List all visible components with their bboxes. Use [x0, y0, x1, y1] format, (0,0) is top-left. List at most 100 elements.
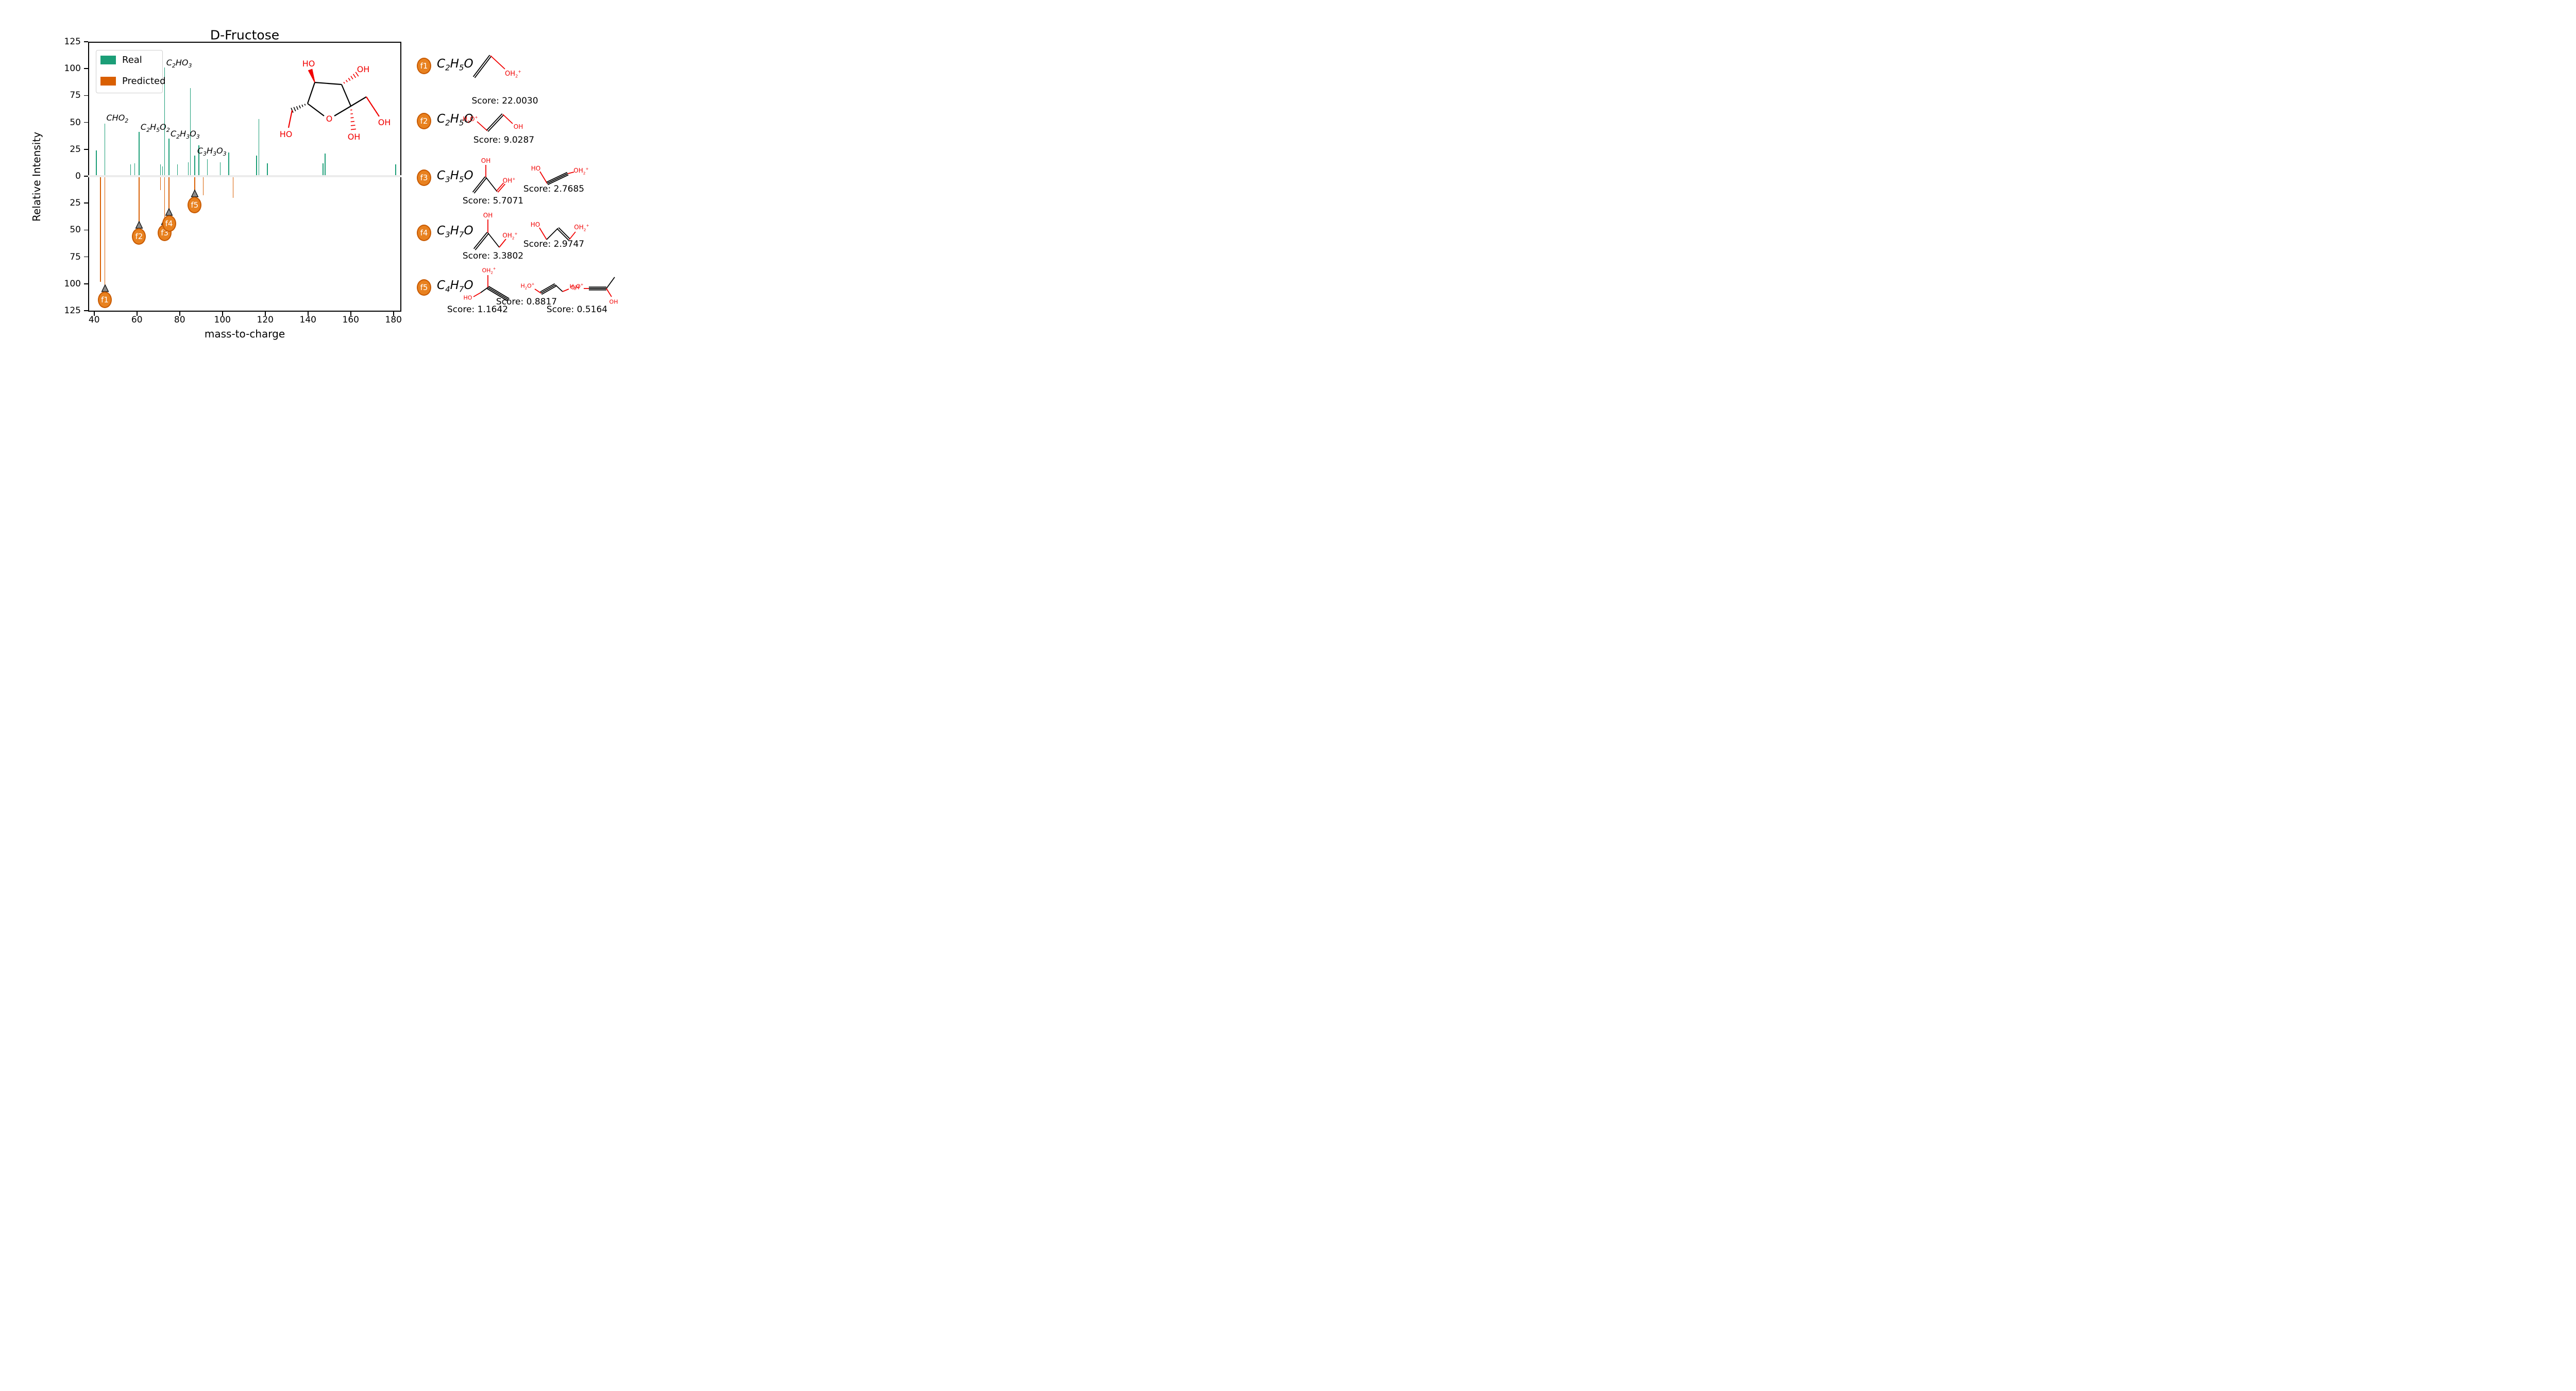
real-peak: [395, 164, 396, 175]
x-tick-label: 60: [131, 315, 143, 325]
atom-label: OH2+: [505, 69, 521, 79]
predicted-peak: [100, 177, 101, 282]
y-tick-mark: [84, 310, 88, 311]
atom-label: OH2+: [573, 166, 589, 176]
atom-label: O: [326, 114, 333, 124]
real-peak: [194, 156, 195, 175]
legend-item-real: Real: [100, 55, 142, 65]
peak-annotation: CHO2: [106, 112, 129, 124]
molecule-bonds: [472, 55, 505, 78]
y-tick-mark: [84, 202, 88, 203]
molecule-bonds: [287, 69, 380, 130]
predicted-peak: [194, 177, 195, 191]
y-tick-label: 125: [64, 306, 81, 316]
x-tick-mark: [179, 312, 180, 316]
fragment-list: f1 C2H5O OH2+ Score: 22.0030 f2 C2H5O H2O+ OH Sc…: [0, 0, 734, 348]
molecule-bonds: [584, 277, 615, 297]
real-peak: [256, 156, 257, 175]
real-peak: [190, 88, 191, 175]
molecule-bonds: [539, 227, 576, 241]
fragment-marker-f2: f2: [132, 228, 146, 245]
molecule-bonds: [473, 275, 510, 302]
y-tick-mark: [84, 149, 88, 150]
fragment-score-f3-1: Score: 5.7071: [462, 196, 524, 206]
real-peak: [267, 163, 268, 175]
fragment-formula-f4: C3H7O: [437, 224, 473, 240]
plot-title: D-Fructose: [210, 27, 280, 43]
real-peak: [177, 164, 178, 175]
fragment-formula-f2: C2H5O: [437, 112, 473, 128]
fragment-structure-f5-2: H2O+ OH: [520, 272, 581, 302]
atom-label: HO: [302, 59, 315, 69]
atom-label: H2O+: [569, 282, 584, 291]
molecule-bonds: [473, 219, 506, 250]
fragment-formula-f5: C4H7O: [437, 278, 473, 294]
atom-label: HO: [463, 294, 472, 301]
fragment-score-f4-2: Score: 2.9747: [523, 239, 585, 249]
fragment-score-f1-1: Score: 22.0030: [471, 96, 538, 106]
y-tick-label: 50: [70, 117, 81, 128]
predicted-peak: [164, 177, 165, 218]
atom-label: OH: [347, 132, 361, 142]
legend-item-predicted: Predicted: [100, 75, 166, 87]
atom-label: HO: [530, 221, 540, 228]
real-peak: [160, 164, 161, 175]
peak-annotation: C2H3O3: [171, 128, 200, 141]
y-tick-mark: [84, 41, 88, 42]
predicted-peak: [232, 177, 234, 198]
x-tick-mark: [393, 312, 394, 316]
legend-label-predicted: Predicted: [122, 75, 166, 87]
atom-label: OH: [357, 64, 370, 74]
x-tick-mark: [350, 312, 351, 316]
atom-label: OH+: [502, 176, 516, 184]
fragment-score-f3-2: Score: 2.7685: [523, 184, 585, 194]
real-peak: [188, 162, 189, 175]
x-tick-label: 80: [174, 315, 185, 325]
fragment-score-f4-1: Score: 3.3802: [462, 251, 524, 261]
x-tick-label: 40: [88, 315, 100, 325]
fragment-badge-f4: f4: [417, 225, 431, 241]
molecule-bonds: [477, 113, 513, 132]
fragment-score-f5-1: Score: 1.1642: [447, 304, 509, 315]
fragment-structure-f3-1: OH OH+: [466, 155, 518, 200]
x-tick-label: 160: [342, 315, 359, 325]
y-tick-mark: [84, 176, 88, 177]
atom-label: HO: [279, 129, 293, 139]
y-tick-mark: [84, 122, 88, 123]
x-axis-label: mass-to-charge: [204, 328, 285, 340]
spectrum-plot: 40 60 80 100 120 140 160 180 125 100 75 50 25 0 25 50 75…: [0, 0, 734, 348]
fragment-score-f2-1: Score: 9.0287: [473, 135, 535, 145]
fragment-badge-f2: f2: [417, 113, 431, 129]
real-peak: [325, 154, 326, 175]
y-tick-label: 100: [64, 278, 81, 289]
real-peak: [228, 152, 229, 175]
y-tick-label: 100: [64, 63, 81, 74]
real-peak: [104, 123, 106, 175]
legend-swatch-predicted: [100, 76, 116, 86]
peak-annotation: C3H3O3: [197, 146, 227, 158]
x-tick-mark: [308, 312, 309, 316]
y-tick-label: 25: [70, 144, 81, 155]
fragment-badge-f5: f5: [417, 279, 431, 296]
fragment-structure-f3-2: HO OH2+: [530, 161, 589, 192]
fragment-structure-f5-1: OH2+ HO: [461, 265, 519, 307]
atom-label: H2O+: [520, 282, 535, 291]
fragment-structure-f2-1: H2O+ OH: [463, 104, 524, 140]
predicted-peak: [104, 177, 106, 285]
legend: Real Predicted: [96, 50, 166, 93]
fragment-badge-f1: f1: [417, 58, 431, 74]
molecule-structure-dfructose: HO OH O OH OH HO: [275, 50, 393, 146]
fragment-marker-f1: f1: [98, 291, 112, 308]
x-tick-mark: [265, 312, 266, 316]
atom-label: OH2+: [574, 223, 589, 232]
real-peak: [130, 164, 131, 175]
fragment-structure-f5-3: H2O+ OH: [569, 268, 630, 305]
y-tick-mark: [84, 283, 88, 284]
predicted-peak: [160, 177, 161, 191]
y-tick-label: 25: [70, 198, 81, 209]
real-peak: [207, 159, 208, 175]
real-peak: [219, 162, 221, 175]
fragment-score-f5-3: Score: 0.5164: [546, 304, 608, 315]
zero-baseline: [88, 175, 401, 177]
atom-label: OH: [483, 212, 493, 219]
